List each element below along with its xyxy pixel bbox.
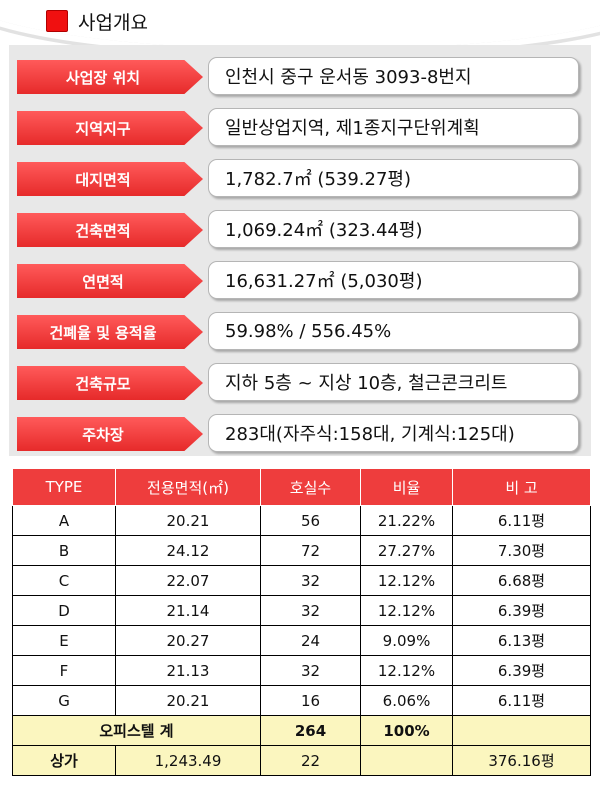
bullet-square-icon — [46, 10, 68, 32]
table-row: G 20.21 16 6.06% 6.11평 — [12, 685, 591, 716]
overview-label: 건축규모 — [17, 366, 203, 400]
cell-ratio: 12.12% — [360, 655, 453, 686]
overview-panel: 사업장 위치 인천시 중구 운서동 3093-8번지 지역지구 일반상업지역, … — [9, 45, 591, 456]
overview-label: 건축면적 — [17, 213, 203, 247]
column-header-ratio: 비율 — [360, 468, 453, 506]
cell-area: 20.21 — [115, 685, 261, 716]
overview-label: 지역지구 — [17, 111, 203, 145]
summary-units: 264 — [260, 715, 361, 746]
overview-row-zoning: 지역지구 일반상업지역, 제1종지구단위계획 — [9, 107, 591, 147]
column-header-note: 비 고 — [452, 468, 591, 506]
cell-note: 6.39평 — [452, 595, 591, 626]
cell-area: 20.21 — [115, 505, 261, 536]
overview-row-scale: 건축규모 지하 5층 ~ 지상 10층, 철근콘크리트 — [9, 362, 591, 402]
cell-ratio: 12.12% — [360, 565, 453, 596]
cell-area: 21.13 — [115, 655, 261, 686]
overview-row-building-area: 건축면적 1,069.24㎡ (323.44평) — [9, 209, 591, 249]
overview-value: 1,782.7㎡ (539.27평) — [208, 159, 579, 197]
cell-note: 6.13평 — [452, 625, 591, 656]
cell-type: G — [12, 685, 116, 716]
summary-label: 오피스텔 계 — [12, 715, 261, 746]
table-row: E 20.27 24 9.09% 6.13평 — [12, 625, 591, 656]
cell-area: 24.12 — [115, 535, 261, 566]
shop-note: 376.16평 — [452, 745, 591, 776]
cell-note: 6.39평 — [452, 655, 591, 686]
table-row: A 20.21 56 21.22% 6.11평 — [12, 505, 591, 536]
cell-units: 16 — [260, 685, 361, 716]
overview-label: 연면적 — [17, 264, 203, 298]
overview-row-total-floor-area: 연면적 16,631.27㎡ (5,030평) — [9, 260, 591, 300]
unit-type-table: TYPE 전용면적(㎡) 호실수 비율 비 고 A 20.21 56 21.22… — [12, 468, 591, 776]
overview-value: 1,069.24㎡ (323.44평) — [208, 210, 579, 248]
cell-area: 22.07 — [115, 565, 261, 596]
overview-value: 일반상업지역, 제1종지구단위계획 — [208, 108, 579, 146]
shop-units: 22 — [260, 745, 361, 776]
overview-value: 59.98% / 556.45% — [208, 312, 579, 350]
table-header-row: TYPE 전용면적(㎡) 호실수 비율 비 고 — [12, 468, 591, 506]
overview-label: 주차장 — [17, 417, 203, 451]
cell-note: 6.68평 — [452, 565, 591, 596]
cell-note: 6.11평 — [452, 505, 591, 536]
cell-ratio: 27.27% — [360, 535, 453, 566]
section-header: 사업개요 — [46, 6, 148, 36]
cell-note: 6.11평 — [452, 685, 591, 716]
cell-type: A — [12, 505, 116, 536]
cell-ratio: 21.22% — [360, 505, 453, 536]
cell-units: 24 — [260, 625, 361, 656]
shop-label: 상가 — [12, 745, 116, 776]
overview-value: 283대(자주식:158대, 기계식:125대) — [208, 414, 579, 452]
cell-units: 32 — [260, 595, 361, 626]
cell-note: 7.30평 — [452, 535, 591, 566]
cell-ratio: 12.12% — [360, 595, 453, 626]
table-row: B 24.12 72 27.27% 7.30평 — [12, 535, 591, 566]
section-title: 사업개요 — [78, 11, 148, 34]
shop-area: 1,243.49 — [115, 745, 261, 776]
column-header-area: 전용면적(㎡) — [115, 468, 261, 506]
overview-row-site-area: 대지면적 1,782.7㎡ (539.27평) — [9, 158, 591, 198]
cell-ratio: 9.09% — [360, 625, 453, 656]
cell-area: 20.27 — [115, 625, 261, 656]
cell-area: 21.14 — [115, 595, 261, 626]
table-row: C 22.07 32 12.12% 6.68평 — [12, 565, 591, 596]
cell-type: C — [12, 565, 116, 596]
table-row: F 21.13 32 12.12% 6.39평 — [12, 655, 591, 686]
cell-units: 32 — [260, 655, 361, 686]
cell-type: B — [12, 535, 116, 566]
overview-value: 인천시 중구 운서동 3093-8번지 — [208, 57, 579, 95]
officetel-total-row: 오피스텔 계 264 100% — [12, 715, 591, 746]
cell-type: D — [12, 595, 116, 626]
overview-row-coverage-ratio: 건폐율 및 용적율 59.98% / 556.45% — [9, 311, 591, 351]
overview-value: 지하 5층 ~ 지상 10층, 철근콘크리트 — [208, 363, 579, 401]
shop-ratio — [360, 745, 453, 776]
shop-row: 상가 1,243.49 22 376.16평 — [12, 745, 591, 776]
cell-units: 56 — [260, 505, 361, 536]
summary-ratio: 100% — [360, 715, 453, 746]
summary-note — [452, 715, 591, 746]
overview-label: 사업장 위치 — [17, 60, 203, 94]
overview-value: 16,631.27㎡ (5,030평) — [208, 261, 579, 299]
cell-type: F — [12, 655, 116, 686]
overview-row-location: 사업장 위치 인천시 중구 운서동 3093-8번지 — [9, 56, 591, 96]
cell-units: 32 — [260, 565, 361, 596]
overview-label: 건폐율 및 용적율 — [17, 315, 203, 349]
overview-label: 대지면적 — [17, 162, 203, 196]
table-row: D 21.14 32 12.12% 6.39평 — [12, 595, 591, 626]
cell-type: E — [12, 625, 116, 656]
column-header-units: 호실수 — [260, 468, 361, 506]
cell-units: 72 — [260, 535, 361, 566]
cell-ratio: 6.06% — [360, 685, 453, 716]
column-header-type: TYPE — [12, 468, 116, 506]
overview-row-parking: 주차장 283대(자주식:158대, 기계식:125대) — [9, 413, 591, 453]
